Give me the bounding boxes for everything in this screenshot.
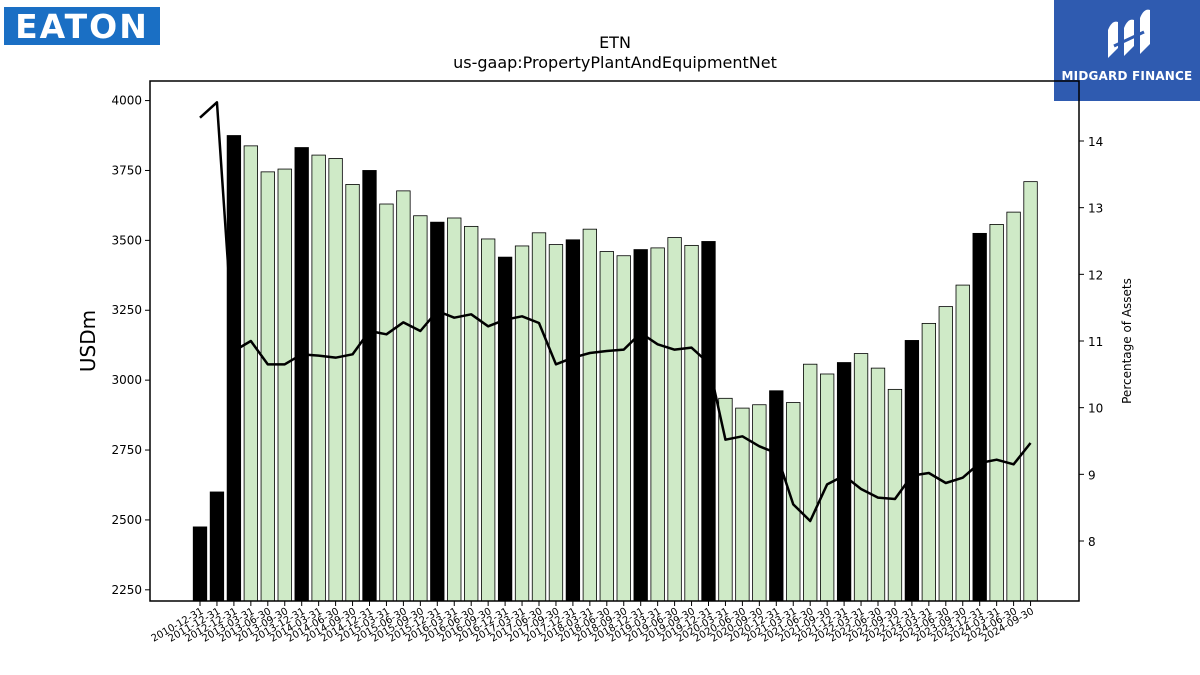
- bar-2017-03-31: [514, 245, 530, 602]
- bar-2020-03-31: [718, 397, 733, 602]
- y2-tick-label: 9: [1088, 468, 1096, 482]
- bar-2021-06-30: [803, 363, 818, 602]
- y2-axis-ticks: 8 9 10 11 12 13 14: [1079, 135, 1103, 549]
- y-tick-label: 3000: [111, 373, 142, 387]
- y2-tick-label: 12: [1088, 268, 1103, 282]
- bar-2015-12-31: [430, 221, 445, 602]
- bar-2013-09-30: [277, 168, 292, 602]
- bar-2017-06-30: [531, 232, 547, 602]
- bar-2015-03-31: [379, 203, 394, 602]
- y-tick-label: 3750: [111, 163, 142, 177]
- y2-axis-label: Percentage of Assets: [1120, 278, 1134, 404]
- eaton-logo: EATON: [4, 3, 160, 49]
- bar-2018-03-31: [582, 228, 597, 602]
- midgard-emblem-icon: [1108, 9, 1150, 58]
- bar-2024-09-30: [1023, 181, 1038, 602]
- bar-2023-12-31: [972, 232, 987, 602]
- y2-tick-label: 10: [1088, 402, 1103, 416]
- y2-tick-label: 13: [1088, 202, 1103, 216]
- y-tick-label: 3250: [111, 303, 142, 317]
- bar-2019-12-31: [701, 241, 716, 602]
- bar-2019-03-31: [650, 247, 665, 602]
- bar-2013-03-31: [243, 145, 259, 602]
- bar-2012-12-31: [226, 135, 242, 602]
- bar-2016-06-30: [464, 225, 479, 602]
- bar-2010-12-31: [192, 526, 208, 602]
- eaton-logo-text: EATON: [15, 7, 149, 46]
- bar-2018-06-30: [599, 251, 614, 602]
- bar-2015-09-30: [413, 215, 428, 602]
- bar-2022-12-31: [904, 340, 920, 602]
- y-tick-label: 2750: [111, 443, 142, 457]
- bar-2016-09-30: [480, 238, 496, 602]
- bar-2020-09-30: [752, 404, 767, 602]
- bar-2018-09-30: [616, 255, 631, 602]
- bar-2023-03-31: [921, 322, 936, 602]
- y-axis-label: USDm: [76, 310, 100, 372]
- bar-2019-06-30: [667, 237, 682, 602]
- percentage-line: [199, 101, 1032, 523]
- bar-2016-03-31: [447, 217, 462, 602]
- bar-2024-06-30: [1006, 211, 1021, 602]
- bar-2022-06-30: [870, 367, 886, 602]
- y2-tick-label: 11: [1088, 335, 1103, 349]
- bar-2024-03-31: [989, 224, 1004, 602]
- y-tick-label: 4000: [111, 94, 142, 108]
- bar-2020-12-31: [769, 390, 784, 602]
- line-group: [199, 101, 1032, 523]
- y-tick-label: 2500: [111, 513, 142, 527]
- y-axis-ticks: 2250 2500 2750 3000 3250 3500 3750 4000: [111, 94, 150, 597]
- bar-2011-12-31: [209, 491, 225, 602]
- bars-group: [192, 135, 1038, 602]
- bar-2016-12-31: [497, 256, 513, 602]
- bar-2015-06-30: [396, 190, 411, 602]
- bar-2019-09-30: [684, 244, 699, 602]
- bar-2023-09-30: [955, 284, 970, 602]
- y2-tick-label: 14: [1088, 135, 1103, 149]
- bar-2014-09-30: [345, 184, 360, 602]
- bar-2022-09-30: [887, 388, 903, 602]
- bar-2014-06-30: [328, 158, 343, 602]
- bar-2014-03-31: [311, 154, 326, 602]
- bar-2014-12-31: [362, 170, 377, 602]
- bar-2022-03-31: [853, 353, 869, 602]
- bar-2021-12-31: [836, 362, 852, 602]
- bar-2013-12-31: [294, 147, 309, 602]
- bar-2018-12-31: [633, 249, 648, 602]
- midgard-finance-text: MIDGARD FINANCE: [1061, 69, 1193, 83]
- plot-frame: [149, 80, 1080, 602]
- bar-2017-09-30: [548, 244, 564, 602]
- y-tick-label: 2250: [111, 583, 142, 597]
- midgard-finance-logo: MIDGARD FINANCE: [1054, 0, 1200, 101]
- bar-2023-06-30: [938, 306, 953, 602]
- bar-2021-09-30: [820, 373, 835, 602]
- bar-2017-12-31: [565, 239, 581, 602]
- x-axis-ticks: 2010-12-312011-12-312012-12-312013-03-31…: [150, 601, 1036, 645]
- bar-2013-06-30: [260, 171, 275, 602]
- y-tick-label: 3500: [111, 233, 142, 247]
- chart-subtitle: us-gaap:PropertyPlantAndEquipmentNet: [453, 53, 777, 72]
- y2-tick-label: 8: [1088, 535, 1096, 549]
- chart-title: ETN: [599, 33, 631, 52]
